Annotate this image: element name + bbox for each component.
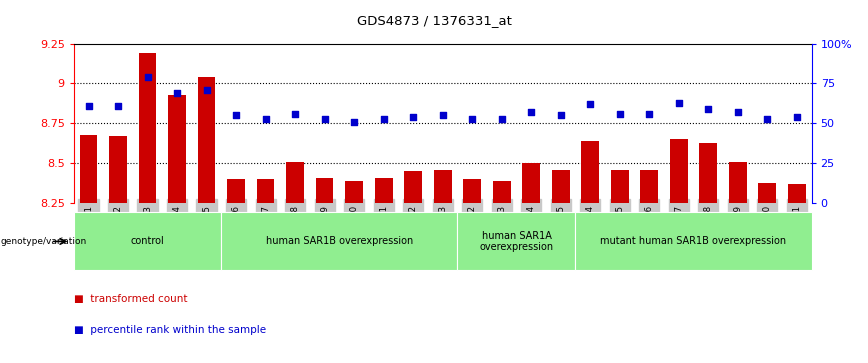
Text: ■  transformed count: ■ transformed count (74, 294, 187, 305)
Bar (375, 178, 392, 203)
Point (377, 116, 391, 122)
Point (613, 111, 627, 117)
Bar (168, 95, 186, 203)
Bar (80, 135, 97, 203)
Point (495, 116, 509, 122)
Point (583, 101, 597, 107)
Bar (139, 53, 156, 203)
Point (701, 106, 715, 112)
Point (642, 111, 656, 117)
Bar (641, 170, 658, 203)
Bar (759, 183, 776, 203)
Point (524, 109, 538, 115)
Text: control: control (131, 236, 164, 246)
Text: GDS4873 / 1376331_at: GDS4873 / 1376331_at (357, 15, 511, 28)
Point (554, 113, 568, 118)
Text: human SAR1B overexpression: human SAR1B overexpression (266, 236, 413, 246)
Point (790, 114, 804, 120)
Bar (286, 162, 304, 203)
Bar (700, 143, 717, 203)
Text: mutant human SAR1B overexpression: mutant human SAR1B overexpression (601, 236, 786, 246)
Bar (227, 179, 245, 203)
Point (760, 116, 774, 122)
Point (288, 111, 302, 117)
Bar (523, 163, 540, 203)
Point (318, 116, 332, 122)
Point (111, 103, 125, 109)
Point (259, 116, 273, 122)
Point (229, 113, 243, 118)
Text: ■  percentile rank within the sample: ■ percentile rank within the sample (74, 325, 266, 335)
Point (170, 90, 184, 96)
Bar (257, 179, 274, 203)
Bar (345, 181, 363, 203)
Bar (670, 139, 687, 203)
Bar (582, 141, 599, 203)
Bar (109, 136, 127, 203)
Point (465, 116, 479, 122)
Point (672, 100, 686, 106)
Point (200, 87, 214, 93)
Bar (434, 170, 451, 203)
Point (82, 103, 95, 109)
Bar (611, 170, 628, 203)
Bar (788, 184, 806, 203)
Bar (493, 181, 510, 203)
Bar (729, 162, 746, 203)
Point (347, 119, 361, 125)
Bar (404, 171, 422, 203)
Point (141, 74, 155, 80)
Bar (316, 178, 333, 203)
Point (731, 109, 745, 115)
Bar (552, 170, 569, 203)
Bar (198, 77, 215, 203)
Point (406, 114, 420, 120)
Text: human SAR1A
overexpression: human SAR1A overexpression (479, 231, 554, 252)
Text: genotype/variation: genotype/variation (1, 237, 87, 246)
Bar (464, 179, 481, 203)
Point (436, 113, 450, 118)
